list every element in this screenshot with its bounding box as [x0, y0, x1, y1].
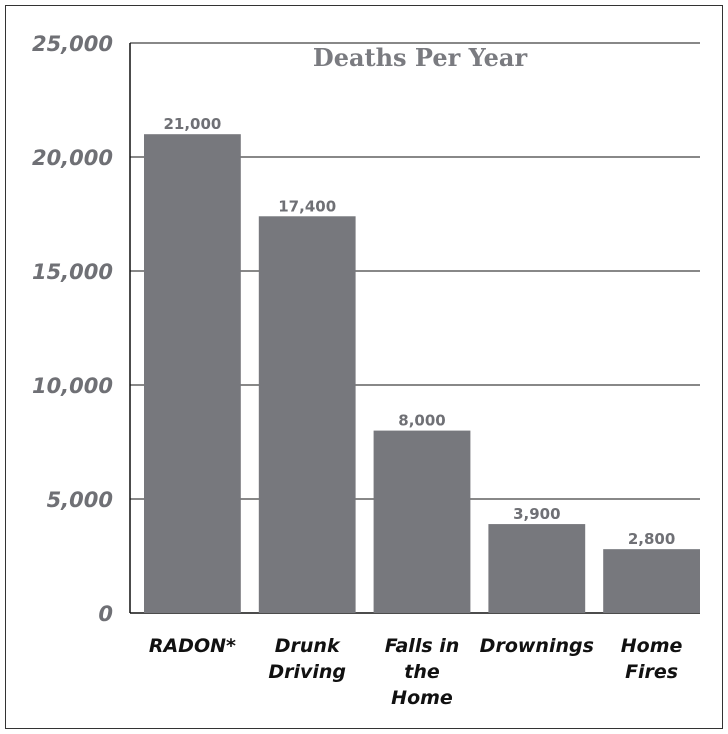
x-category-label: Home Fires [621, 635, 683, 683]
x-category-label-line: Drownings [480, 635, 594, 657]
y-tick-label: 5,000 [47, 488, 113, 512]
bar-radon [144, 134, 241, 613]
y-tick-label: 20,000 [32, 146, 113, 170]
bar-falls-in-the-home [373, 430, 471, 613]
bars [144, 134, 700, 613]
x-category-label-line: Home [391, 687, 453, 709]
bar-drownings [488, 524, 586, 613]
y-tick-label: 25,000 [32, 32, 113, 56]
y-tick-label: 10,000 [32, 374, 113, 398]
x-category-label-line: RADON* [149, 635, 236, 657]
x-category-label-line: the [404, 661, 440, 683]
x-category-label: Drunk Driving [268, 635, 346, 683]
x-category-label-line: Driving [268, 661, 346, 683]
x-category-labels: RADON* Drunk Driving Falls in the Home Drownin… [149, 635, 683, 709]
y-tick-label: 15,000 [32, 260, 113, 284]
y-tick-label: 0 [98, 602, 113, 626]
data-label: 17,400 [278, 197, 336, 215]
x-category-label: Falls in the Home [385, 635, 460, 709]
x-category-label-line: Drunk [275, 635, 341, 657]
bar-drunk-driving [258, 216, 356, 613]
y-tick-labels: 0 5,000 10,000 15,000 20,000 25,000 [32, 32, 113, 626]
data-labels: 21,000 17,400 8,000 3,900 2,800 [163, 115, 675, 548]
data-label: 21,000 [163, 115, 221, 133]
data-label: 3,900 [513, 505, 560, 523]
data-label: 2,800 [628, 530, 675, 548]
x-category-label-line: Falls in [385, 635, 460, 657]
x-category-label-line: Home [621, 635, 683, 657]
chart-title: Deaths Per Year [313, 43, 528, 72]
x-category-label: RADON* [149, 635, 236, 657]
data-label: 8,000 [398, 412, 445, 430]
x-category-label-line: Fires [625, 661, 678, 683]
x-category-label: Drownings [480, 635, 594, 657]
bar-home-fires [603, 549, 700, 613]
